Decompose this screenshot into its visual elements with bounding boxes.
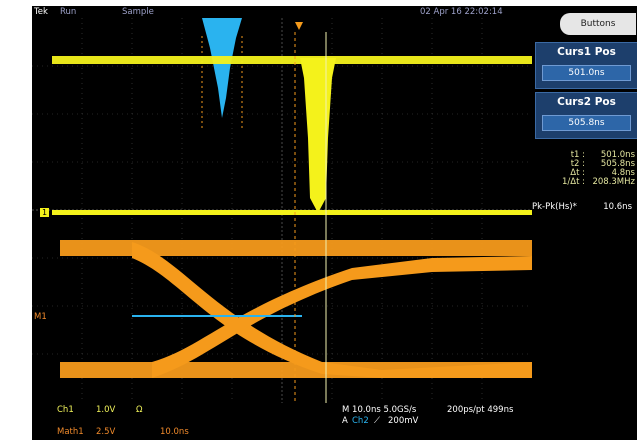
ch1-scale[interactable]: 1.0V [96,405,116,415]
waveform-area[interactable]: 1 M1 [32,18,532,403]
readout-row: t2 : 505.8ns [570,159,635,169]
cursor1-title: Curs1 Pos [557,46,616,58]
readout-row: t1 : 501.0ns [570,150,635,160]
measurement-value: 10.6ns [603,202,632,212]
reference-waveform [202,18,242,118]
timebase[interactable]: M 10.0ns 5.0GS/s [342,405,417,415]
readout-row: 1/Δt : 208.3MHz [562,177,635,187]
readout-row: Δt : 4.8ns [570,168,635,178]
oscilloscope-display: Tek Run Sample 02 Apr 16 22:02:14 [32,6,637,440]
measurement-readout[interactable]: Pk-Pk(Hs)* 10.6ns [532,202,636,214]
date-time: 02 Apr 16 22:02:14 [420,7,503,17]
buttons-button[interactable]: Buttons [560,13,636,35]
cursor2-value[interactable]: 505.8ns [542,115,631,131]
cursor2-title: Curs2 Pos [557,96,616,108]
ch1-label[interactable]: Ch1 [57,405,74,415]
ch1-coupling: Ω [136,405,143,415]
cursor2-position-panel[interactable]: Curs2 Pos 505.8ns [535,92,637,139]
math1-label[interactable]: Math1 [57,427,84,437]
cursor-readout: t1 : 501.0ns t2 : 505.8ns Δt : 4.8ns 1/Δ… [535,151,635,187]
brand-label: Tek [34,7,48,17]
trigger-channel[interactable]: Ch2 [352,416,369,426]
math1-time: 10.0ns [160,427,189,437]
ch1-pulse [300,58,336,213]
trigger-level[interactable]: 200mV [388,416,419,426]
record-length: 200ps/pt 499ns [447,405,514,415]
trigger-position-marker [295,22,303,30]
math1-scale[interactable]: 2.5V [96,427,116,437]
status-bar: Tek Run Sample 02 Apr 16 22:02:14 [32,6,637,20]
ch1-ground-marker[interactable]: 1 [40,208,50,217]
cursor1-position-panel[interactable]: Curs1 Pos 501.0ns [535,42,637,89]
waveform-graticule [32,18,532,403]
acquisition-mode[interactable]: Sample [122,7,154,17]
run-state[interactable]: Run [60,7,77,17]
status-readout: Ch1 1.0V Ω Math1 2.5V 10.0ns M 10.0ns 5.… [32,403,637,440]
math1-marker[interactable]: M1 [34,312,47,322]
cursor1-value[interactable]: 501.0ns [542,65,631,81]
measurement-label: Pk-Pk(Hs)* [532,202,577,212]
trigger-slope-icon: ⟋ [374,416,380,426]
trigger-source-label: A [342,416,348,426]
